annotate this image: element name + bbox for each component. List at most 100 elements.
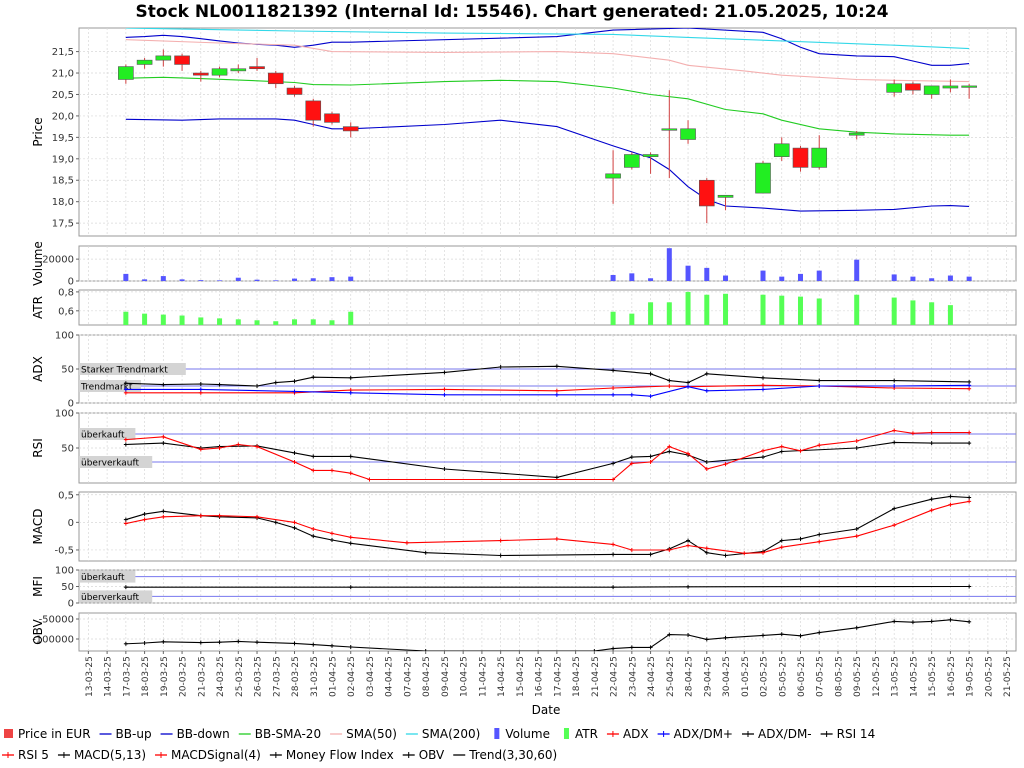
y-tick-label-price: 18,5 [52, 176, 74, 187]
x-tick-label: 08-04-25 [422, 656, 432, 697]
x-axis-label: Date [532, 703, 561, 717]
x-tick-label: 04-04-25 [385, 656, 395, 697]
atr-bar [329, 320, 335, 325]
y-tick-label-obv: -100000 [32, 635, 74, 646]
atr-bar [910, 300, 916, 325]
atr-bar [142, 313, 148, 325]
volume-bar [348, 276, 354, 281]
atr-bar [292, 319, 298, 325]
y-tick-label-mfi: 0 [68, 599, 74, 610]
guide-label-bg [79, 570, 136, 583]
y-tick-label-price: 17,5 [52, 219, 74, 230]
x-tick-label: 02-04-25 [347, 656, 357, 697]
panel-atr: 0,6 0,8 ATR [31, 287, 1017, 326]
legend-label: Volume [505, 727, 550, 741]
guide-label: Starker Trendmarkt [81, 366, 168, 376]
y-tick-label-volume: 0 [68, 277, 74, 288]
volume-bar [329, 277, 335, 281]
candle-body [118, 66, 134, 80]
x-tick-label: 24-03-25 [216, 656, 226, 697]
volume-bar [235, 277, 241, 281]
x-tick-label: 07-04-25 [403, 656, 413, 697]
candle-body [324, 113, 340, 123]
x-tick-label: 02-05-25 [760, 656, 770, 697]
x-tick-label: 30-04-25 [722, 656, 732, 697]
x-tick-label: 16-04-25 [535, 656, 545, 697]
candle-body [792, 147, 809, 168]
y-axis-label-adx: ADX [31, 356, 45, 382]
guide-label: überkauft [81, 573, 125, 583]
volume-bar [648, 278, 654, 281]
x-tick-label: 14-03-25 [104, 656, 114, 697]
x-tick-label: 19-05-25 [966, 656, 976, 697]
legend-label: ATR [575, 727, 598, 741]
x-tick-label: 27-03-25 [272, 656, 282, 697]
series-line [125, 495, 970, 557]
x-tick-label: 15-05-25 [928, 656, 938, 697]
x-tick-label: 29-04-25 [703, 656, 713, 697]
volume-bar [816, 270, 822, 281]
legend-label: Price in EUR [18, 727, 91, 741]
y-tick-label-atr: 0,6 [58, 306, 74, 317]
legend-label: RSI 14 [837, 727, 876, 741]
guide-label: überverkauft [81, 459, 140, 469]
candle-body [886, 83, 902, 93]
panel-macd: -0,5 0 0,5 MACD [31, 490, 1017, 562]
y-tick-label-adx: 100 [55, 331, 74, 342]
atr-bar [254, 320, 260, 325]
candle-body [642, 154, 659, 157]
x-tick-label: 15-04-25 [516, 656, 526, 697]
atr-bar [891, 297, 897, 325]
y-axis-label-atr: ATR [31, 296, 45, 319]
legend-label: MACDSignal(4) [171, 748, 261, 762]
volume-bar [179, 279, 185, 281]
x-axis: 13-03-25 14-03-25 17-03-25 18-03-25 19-03-25… [85, 651, 1013, 697]
panel-frame-volume [78, 245, 1017, 282]
series-line [125, 28, 970, 66]
atr-bar [348, 311, 354, 325]
atr-bars [123, 291, 953, 325]
series-sma-200- [125, 28, 970, 50]
x-tick-label: 14-05-25 [909, 656, 919, 697]
x-tick-label: 13-05-25 [891, 656, 901, 697]
legend-label: Money Flow Index [286, 748, 394, 762]
y-tick-label-mfi: 100 [55, 566, 74, 577]
x-tick-label: 10-04-25 [460, 656, 470, 697]
series-line [125, 619, 970, 651]
y-axis-label-obv: OBV [31, 618, 45, 644]
atr-bar [779, 295, 785, 325]
volume-bar [891, 274, 897, 281]
atr-bar [816, 298, 822, 325]
candle-body [905, 83, 921, 91]
atr-bar [685, 291, 691, 325]
volume-bar [797, 273, 803, 281]
legend-label: RSI 5 [18, 748, 49, 762]
y-tick-label-price: 20,0 [52, 111, 74, 122]
x-tick-label: 25-04-25 [666, 656, 676, 697]
y-axis-label-macd: MACD [31, 509, 45, 545]
atr-bar [797, 296, 803, 325]
y-tick-label-macd: 0,5 [58, 490, 74, 501]
candle-body [342, 126, 359, 132]
candle-body [230, 68, 247, 72]
candle-body [267, 72, 284, 85]
y-tick-label-atr: 0,8 [58, 287, 74, 298]
y-tick-label-macd: 0 [68, 518, 74, 529]
guide-label-bg [79, 428, 136, 440]
candle-body [773, 143, 790, 157]
atr-bar [610, 311, 616, 325]
volume-bar [254, 279, 260, 281]
volume-bar [779, 276, 785, 281]
y-tick-label-adx: 0 [68, 399, 74, 410]
y-tick-label-price: 21,5 [52, 47, 74, 58]
candle-body [211, 68, 228, 76]
candle-body [605, 173, 621, 179]
volume-bar [666, 248, 672, 281]
atr-bar [723, 293, 729, 325]
guide-label-bg [79, 363, 186, 375]
x-tick-label: 31-03-25 [310, 656, 320, 697]
series-bb-up [125, 28, 970, 66]
volume-bar [760, 270, 766, 281]
legend-label: MACD(5,13) [74, 748, 146, 762]
